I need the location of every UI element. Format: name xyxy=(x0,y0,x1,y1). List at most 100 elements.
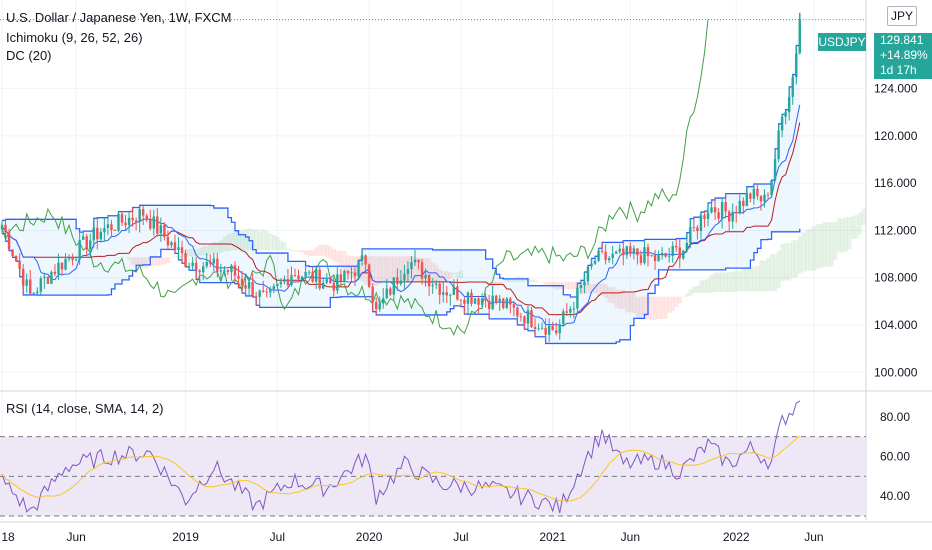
ichimoku-legend[interactable]: Ichimoku (9, 26, 52, 26) xyxy=(6,30,143,45)
candle-body xyxy=(502,298,505,308)
candle-body xyxy=(533,326,537,329)
candle-body xyxy=(78,239,81,260)
candle-body xyxy=(145,215,148,220)
cloud-segment xyxy=(607,286,612,303)
candle-body xyxy=(198,270,201,273)
candle-body xyxy=(120,213,124,223)
candle-body xyxy=(152,216,155,229)
candle-body xyxy=(555,330,558,334)
cloud-segment xyxy=(822,222,827,267)
cloud-segment xyxy=(173,256,178,258)
cloud-segment xyxy=(377,256,382,285)
cloud-segment xyxy=(374,256,379,286)
candle-body xyxy=(57,262,60,274)
candle-body xyxy=(766,194,770,196)
candle-body xyxy=(53,271,57,274)
cloud-segment xyxy=(254,229,259,251)
cloud-segment xyxy=(370,256,375,286)
cloud-segment xyxy=(617,289,622,309)
candle-body xyxy=(749,193,752,199)
candle-body xyxy=(717,212,720,219)
cloud-segment xyxy=(550,281,555,288)
last-price-tag: 129.841 +14.89% 1d 17h xyxy=(874,33,932,79)
candle-body xyxy=(99,231,103,240)
candle-body xyxy=(364,255,367,265)
candle-body xyxy=(735,211,738,213)
candle-body xyxy=(382,298,385,304)
candle-body xyxy=(117,213,120,231)
price-axis-label: 108.000 xyxy=(874,271,918,285)
candle-body xyxy=(269,289,272,293)
cloud-segment xyxy=(667,296,672,313)
candle-body xyxy=(523,316,526,324)
cloud-segment xyxy=(568,281,573,290)
candle-body xyxy=(103,228,106,232)
cloud-segment xyxy=(416,257,421,283)
candle-body xyxy=(752,188,756,199)
cloud-segment xyxy=(385,256,389,282)
cloud-segment xyxy=(815,224,820,269)
cloud-segment xyxy=(392,256,396,281)
candle-body xyxy=(632,248,636,253)
symbol-price-tag: USDJPY xyxy=(818,33,866,51)
candle-body xyxy=(205,262,208,267)
candle-body xyxy=(604,251,607,261)
candle-body xyxy=(611,253,614,259)
rsi-pane[interactable] xyxy=(0,400,866,517)
cloud-segment xyxy=(250,229,255,251)
cloud-segment xyxy=(540,281,545,283)
candle-body xyxy=(134,220,138,223)
cloud-segment xyxy=(727,272,732,293)
candle-body xyxy=(463,299,466,304)
candle-body xyxy=(177,247,180,251)
candlesticks[interactable] xyxy=(0,12,866,344)
candle-body xyxy=(170,242,173,246)
candle-body xyxy=(653,255,657,262)
candle-body xyxy=(325,279,328,283)
currency-button[interactable]: JPY xyxy=(887,6,917,26)
candle-body xyxy=(629,246,632,253)
bar-countdown: 1d 17h xyxy=(880,63,917,77)
cloud-segment xyxy=(289,250,294,252)
candle-body xyxy=(173,242,177,251)
cloud-segment xyxy=(536,281,541,283)
candle-body xyxy=(389,288,392,295)
candle-body xyxy=(417,259,420,263)
cloud-segment xyxy=(328,246,333,260)
candle-body xyxy=(163,225,166,237)
cloud-segment xyxy=(709,274,714,293)
cloud-segment xyxy=(745,266,749,292)
candle-body xyxy=(442,292,445,295)
candle-body xyxy=(36,291,39,294)
cloud-segment xyxy=(360,256,365,282)
candle-body xyxy=(692,227,696,228)
candle-body xyxy=(413,259,417,263)
candle-body xyxy=(431,284,434,287)
cloud-segment xyxy=(656,296,661,319)
candle-body xyxy=(625,246,629,256)
cloud-segment xyxy=(543,281,548,285)
chikou-span xyxy=(1,19,709,336)
cloud-segment xyxy=(734,271,739,292)
candle-body xyxy=(438,283,441,295)
candle-body xyxy=(597,250,600,261)
candle-body xyxy=(194,262,198,271)
candle-body xyxy=(787,96,791,113)
candle-body xyxy=(727,211,731,222)
candle-body xyxy=(156,216,159,234)
donchian-legend[interactable]: DC (20) xyxy=(6,48,52,63)
candle-body xyxy=(286,279,290,286)
candle-body xyxy=(39,278,43,292)
candle-body xyxy=(343,270,346,282)
cloud-segment xyxy=(452,272,457,275)
candle-body xyxy=(244,285,247,289)
cloud-segment xyxy=(798,235,802,274)
candle-body xyxy=(64,258,67,270)
cloud-segment xyxy=(307,250,312,256)
cloud-segment xyxy=(155,257,160,266)
rsi-legend[interactable]: RSI (14, close, SMA, 14, 2) xyxy=(6,401,164,416)
cloud-segment xyxy=(787,243,792,281)
candle-body xyxy=(293,275,297,276)
candle-body xyxy=(576,287,579,309)
